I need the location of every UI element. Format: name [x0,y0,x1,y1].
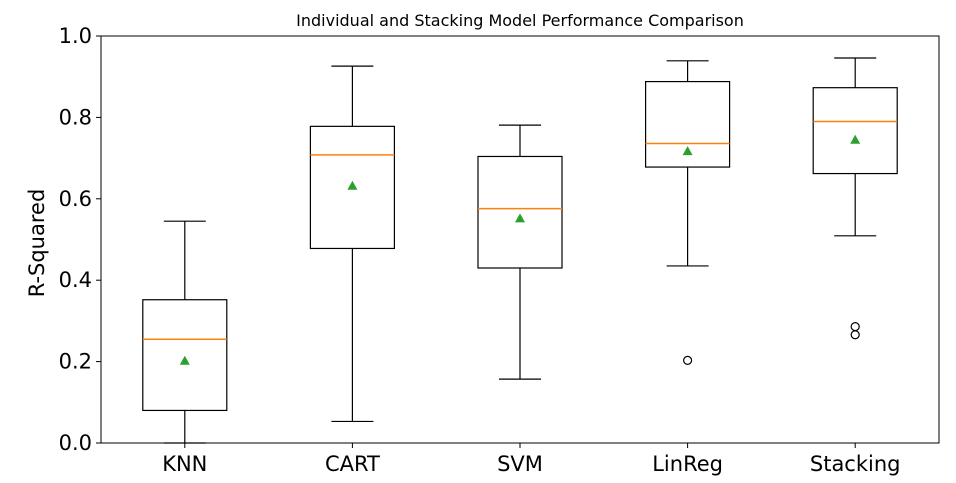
mean-marker-cart [347,180,358,190]
y-tick-label: 0.8 [59,105,92,129]
y-tick-label: 0.2 [59,350,92,374]
plot-marks: 0.0 0.2 0.4 0.6 0.8 1.0 KNN CART SVM LinReg Stacki… [59,24,901,476]
y-tick-label: 1.0 [59,24,92,48]
y-tick-label: 0.0 [59,431,92,455]
mean-marker-svm [515,213,525,223]
x-tick-label: CART [325,452,380,476]
y-tick-label: 0.6 [59,187,92,211]
x-tick-label: KNN [162,452,207,476]
outlier-linreg [682,355,693,365]
x-tick-label: LinReg [652,452,723,476]
mean-marker-stacking [850,134,861,144]
x-tick-label: Stacking [810,452,901,476]
outlier-stacking [850,321,860,332]
y-axis-label: R-Squared [25,189,49,298]
mean-marker-linreg [682,146,693,156]
plot-area-frame [100,35,940,444]
y-tick-label: 0.4 [59,268,92,292]
box-stacking [812,87,898,175]
box-cart [309,125,395,250]
box-linreg [644,80,731,168]
outlier-stacking [850,330,860,340]
chart-title: Individual and Stacking Model Performanc… [296,11,744,30]
box-svm [477,155,563,269]
box-knn [142,299,228,412]
x-tick-label: SVM [497,452,543,476]
mean-marker-knn [179,355,190,365]
